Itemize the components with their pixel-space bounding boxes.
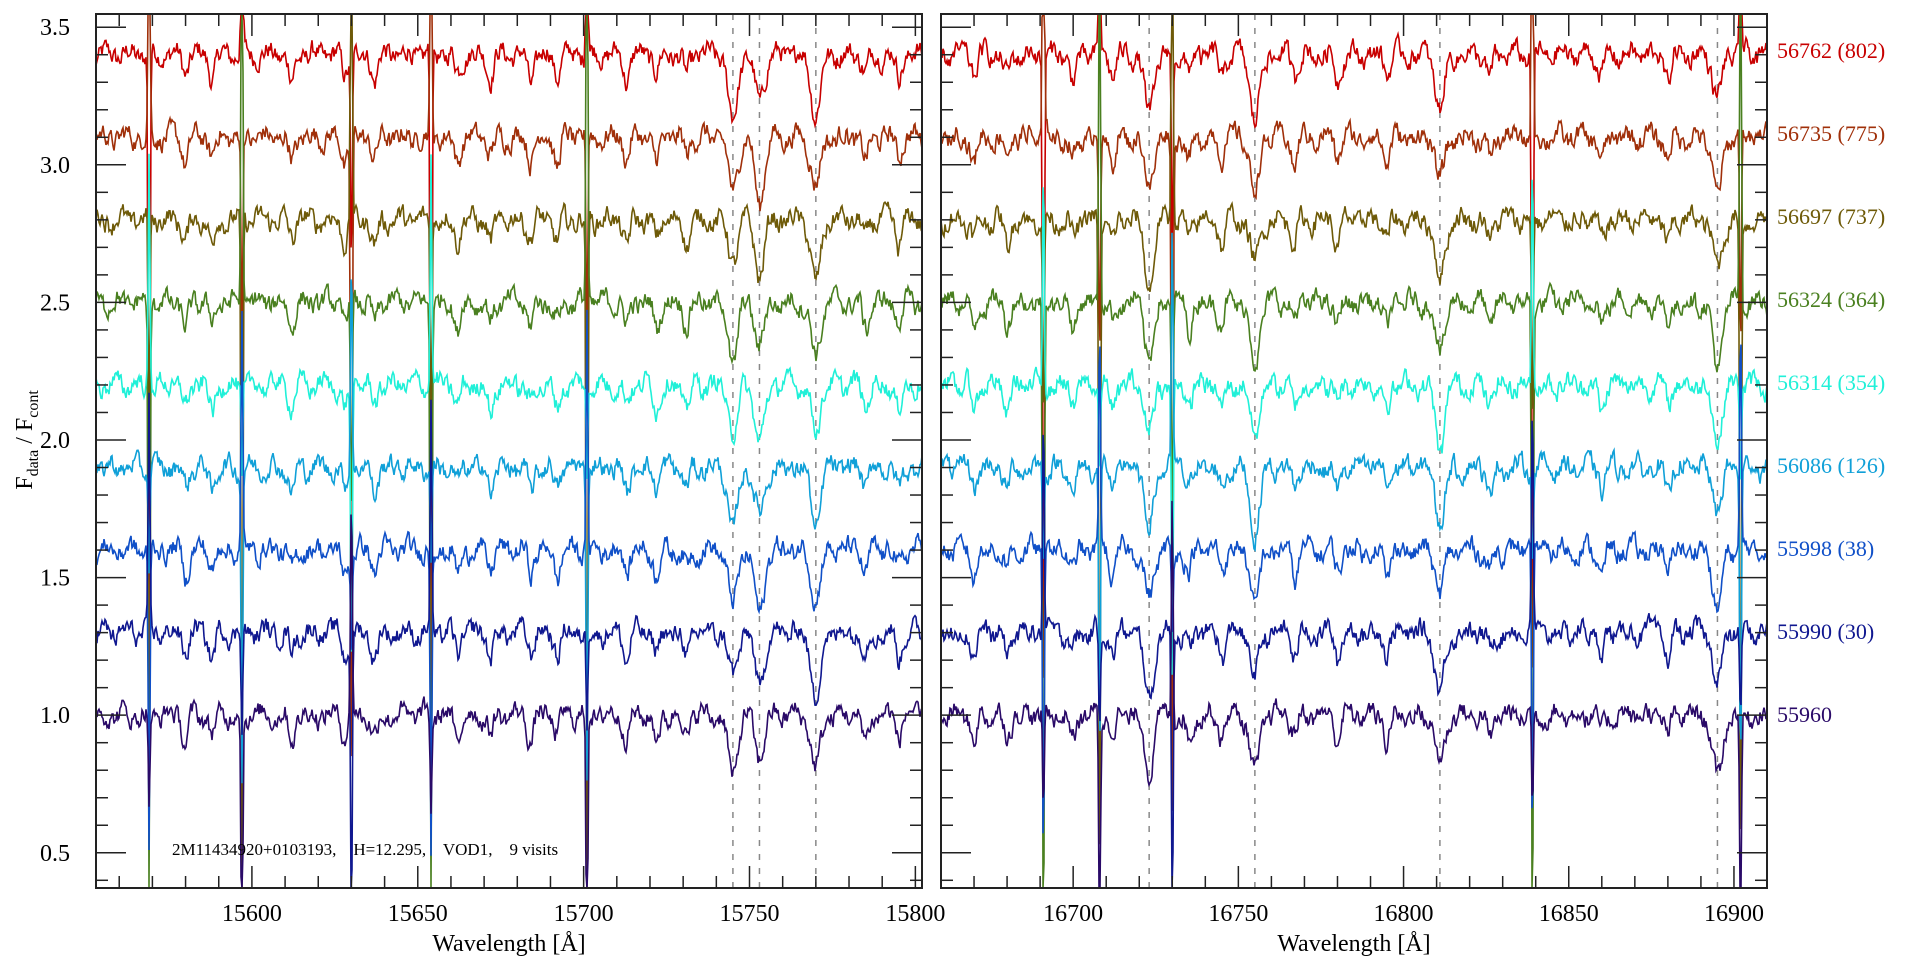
y-tick-label: 2.5	[40, 290, 70, 316]
panel-2-plot-area	[941, 14, 1767, 888]
x-axis-label: Wavelength [Å]	[1277, 931, 1430, 957]
spectrum-line-56324	[96, 14, 922, 888]
x-tick-label: 16850	[1539, 901, 1599, 927]
legend-label-55990: 55990 (30)	[1777, 619, 1874, 644]
spectrum-line-55990	[96, 392, 922, 888]
spectrum-line-56762	[941, 14, 1767, 678]
y-tick-label: 1.5	[40, 566, 70, 592]
spectrum-line-56697	[941, 14, 1767, 845]
x-axis-label: Wavelength [Å]	[432, 931, 585, 957]
y-tick-label: 3.0	[40, 153, 70, 179]
spectrum-line-56697	[96, 14, 922, 888]
y-tick-label: 1.0	[40, 703, 70, 729]
legend-label-56086: 56086 (126)	[1777, 453, 1885, 478]
spectrum-line-55960	[941, 500, 1767, 888]
spectrum-line-56762	[96, 14, 922, 757]
spectrum-line-56735	[941, 14, 1767, 811]
spectrum-line-55998	[941, 344, 1767, 834]
panel-1-plot-area	[96, 14, 922, 888]
spectrum-line-56735	[96, 14, 922, 757]
x-tick-label: 15800	[885, 901, 945, 927]
y-tick-label: 3.5	[40, 15, 70, 41]
x-tick-label: 16900	[1704, 901, 1764, 927]
spectrum-line-56086	[96, 279, 922, 784]
legend-label-56762: 56762 (802)	[1777, 38, 1885, 63]
legend-label-55960: 55960	[1777, 702, 1832, 727]
legend-label-56697: 56697 (737)	[1777, 204, 1885, 229]
spectrum-line-56314	[96, 153, 922, 652]
x-tick-label: 15700	[554, 901, 614, 927]
spectrum-line-56324	[941, 14, 1767, 888]
legend-label-56324: 56324 (364)	[1777, 287, 1885, 312]
x-tick-label: 15600	[222, 901, 282, 927]
x-tick-label: 16750	[1208, 901, 1268, 927]
legend-label-55998: 55998 (38)	[1777, 536, 1874, 561]
spectrum-line-55960	[96, 514, 922, 888]
star-info-annotation: 2M11434920+0103193, H=12.295, VOD1, 9 vi…	[172, 840, 558, 859]
spectrum-line-55990	[941, 420, 1767, 888]
x-tick-label: 15650	[388, 901, 448, 927]
spectrum-line-56086	[941, 232, 1767, 740]
panel-frame	[95, 13, 923, 889]
y-axis-label: Fdata / Fcont	[12, 390, 42, 490]
x-tick-label: 16800	[1374, 901, 1434, 927]
spectrum-line-56314	[941, 179, 1767, 675]
x-tick-label: 15750	[720, 901, 780, 927]
panel-frame	[940, 13, 1768, 889]
legend-label-56314: 56314 (354)	[1777, 370, 1885, 395]
legend-label-56735: 56735 (775)	[1777, 121, 1885, 146]
spectrum-line-55998	[96, 309, 922, 856]
y-tick-label: 0.5	[40, 841, 70, 867]
y-tick-label: 2.0	[40, 428, 70, 454]
x-tick-label: 16700	[1043, 901, 1103, 927]
